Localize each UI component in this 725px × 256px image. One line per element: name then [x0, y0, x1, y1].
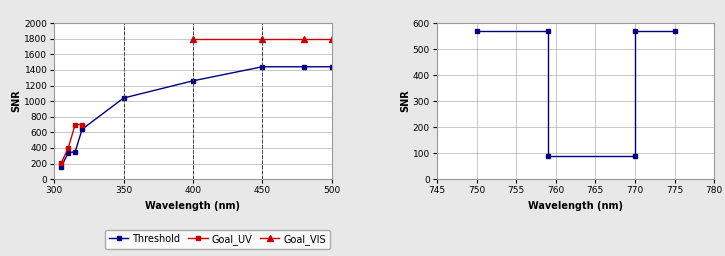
Goal_VIS: [327, 37, 336, 40]
Goal_VIS: [188, 37, 197, 40]
Y-axis label: SNR: SNR: [400, 90, 410, 112]
Threshold: [299, 65, 308, 68]
Threshold: [188, 79, 197, 82]
Line: Goal_UV: Goal_UV: [59, 122, 85, 165]
Line: Threshold: Threshold: [59, 64, 334, 169]
Threshold: [120, 97, 128, 100]
Threshold: [71, 150, 80, 153]
Goal_UV: [78, 123, 86, 126]
Threshold: [327, 65, 336, 68]
Goal_VIS: [258, 37, 267, 40]
Threshold: [64, 151, 72, 154]
Legend: Threshold, Goal_UV, Goal_VIS: Threshold, Goal_UV, Goal_VIS: [105, 230, 330, 249]
X-axis label: Wavelength (nm): Wavelength (nm): [146, 201, 241, 211]
Goal_VIS: [299, 37, 308, 40]
Threshold: [78, 128, 86, 131]
Line: Goal_VIS: Goal_VIS: [190, 36, 335, 42]
Goal_UV: [71, 123, 80, 126]
X-axis label: Wavelength (nm): Wavelength (nm): [528, 201, 623, 211]
Threshold: [258, 65, 267, 68]
Goal_UV: [64, 146, 72, 150]
Threshold: [57, 165, 66, 168]
Y-axis label: SNR: SNR: [12, 90, 22, 112]
Goal_UV: [57, 161, 66, 164]
